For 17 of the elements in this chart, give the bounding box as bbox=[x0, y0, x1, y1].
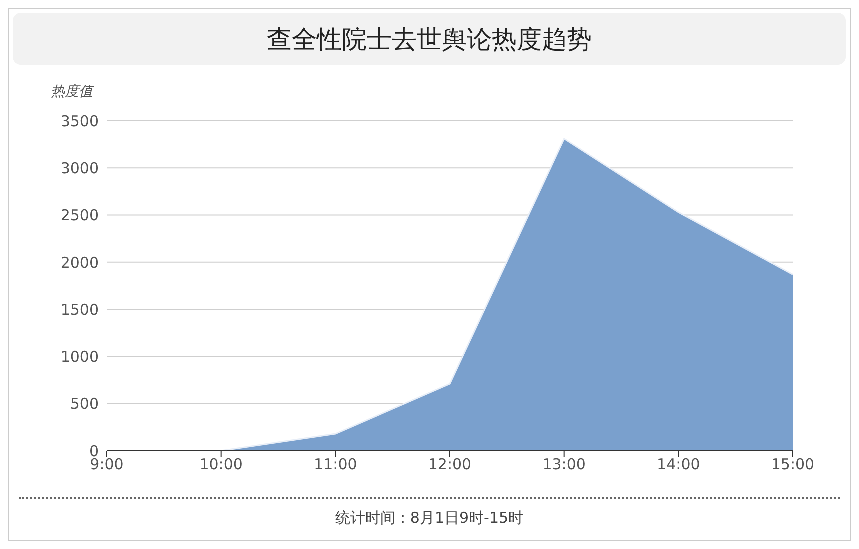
y-tick-label: 1500 bbox=[60, 300, 99, 319]
y-tick-label: 500 bbox=[70, 395, 99, 414]
x-tick-label: 11:00 bbox=[314, 456, 358, 474]
y-axis-title: 热度值 bbox=[51, 83, 93, 101]
y-tick-label: 3000 bbox=[60, 159, 99, 178]
x-tick-label: 13:00 bbox=[542, 456, 586, 474]
y-tick-label: 1000 bbox=[60, 348, 99, 366]
x-tick-label: 12:00 bbox=[428, 456, 472, 474]
x-tick-label: 10:00 bbox=[200, 456, 243, 474]
x-tick-label: 14:00 bbox=[657, 456, 700, 474]
x-tick-label: 9:00 bbox=[90, 456, 124, 474]
y-tick-label: 3500 bbox=[60, 112, 99, 130]
text: 统计时间：8月1日9时-15时 bbox=[335, 509, 524, 527]
y-tick-label: 2000 bbox=[60, 254, 99, 272]
chart-title: 查全性院士去世舆论热度趋势 bbox=[13, 13, 846, 65]
y-tick-label: 2500 bbox=[60, 206, 99, 225]
x-tick-label: 15:00 bbox=[771, 456, 815, 474]
